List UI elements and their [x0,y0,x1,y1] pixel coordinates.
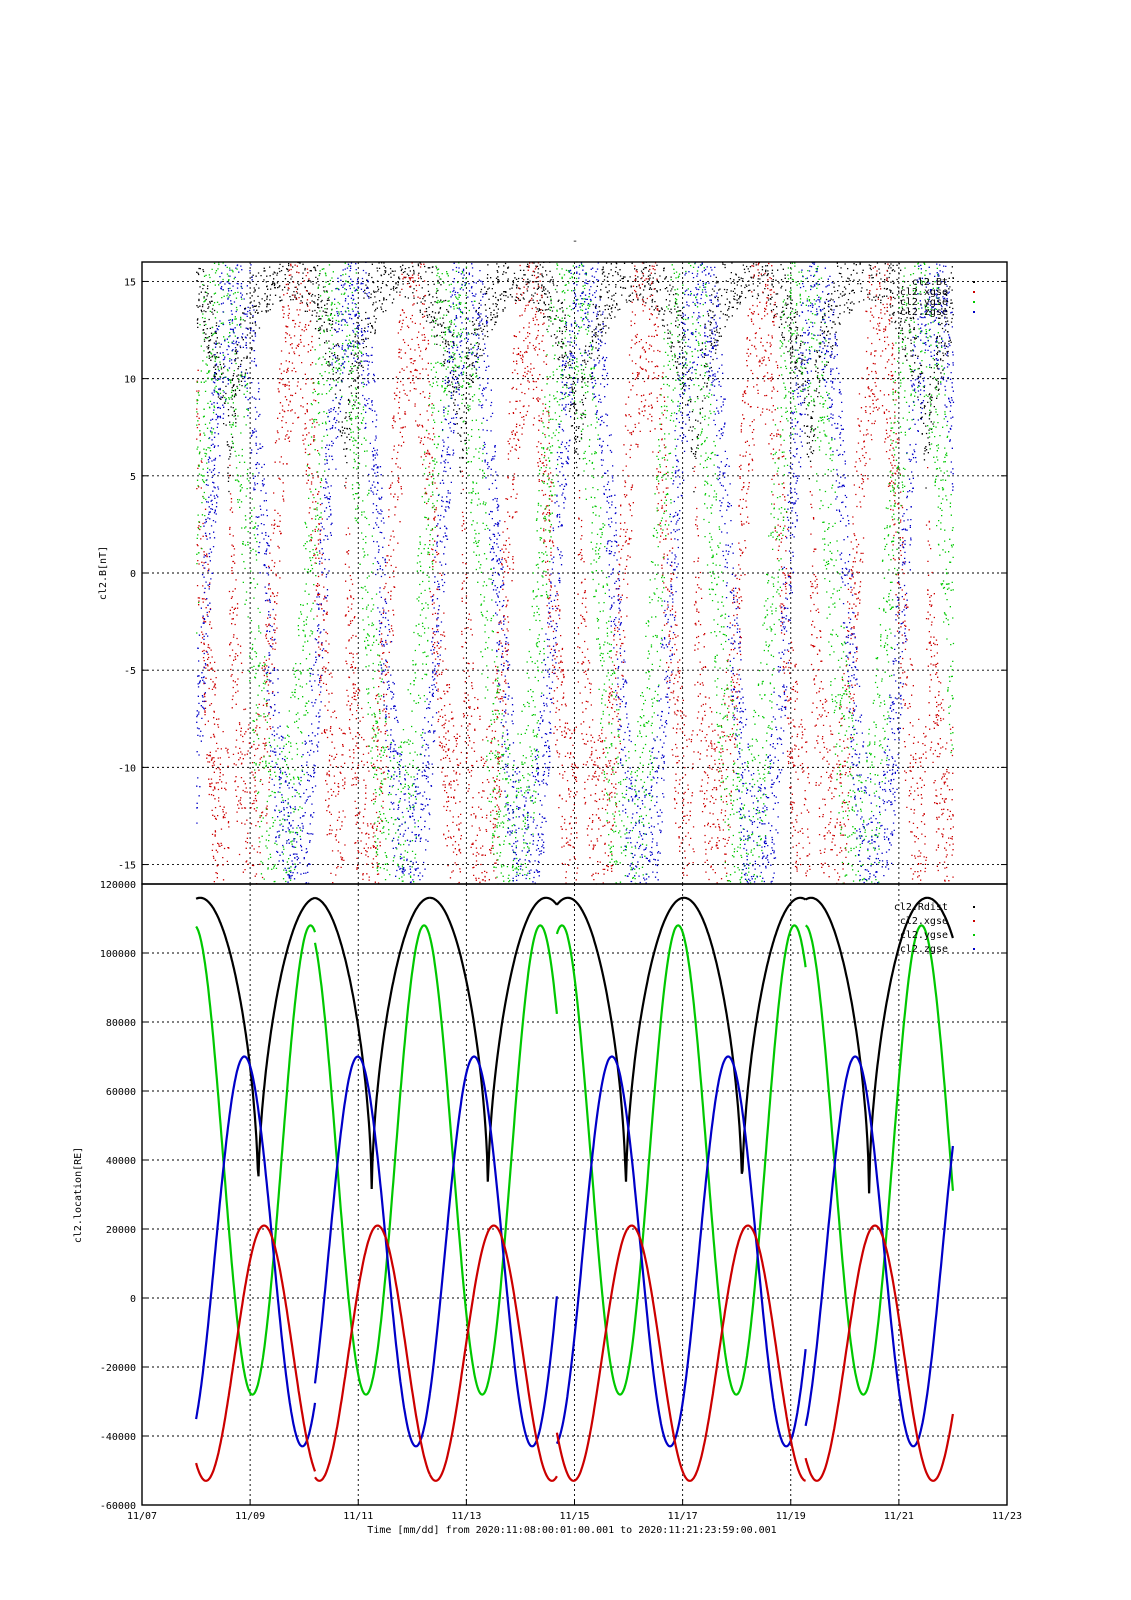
bottom-y-tick-label: -60000 [100,1501,136,1512]
bottom-y-ticks: 120000 100000 80000 60000 40000 20000 0 -20000 -… [100,880,1007,1512]
bottom-legend-marker [973,948,975,950]
top-legend-marker [973,281,975,283]
top-y-tick-label: 5 [130,472,136,483]
top-y-tick-label: 10 [124,375,136,386]
top-legend-label: cl2.zgse [900,307,948,318]
top-y-tick-label: -10 [118,763,136,774]
line-blue [428,1055,558,1448]
line-green [805,924,954,1396]
bottom-y-tick-label: 20000 [106,1225,136,1236]
line-black [314,896,430,1190]
line-red [555,1224,686,1482]
top-grid [142,262,1007,884]
scatter-green [196,261,955,885]
top-legend-marker [973,311,975,313]
line-blue [313,1055,431,1448]
line-black [804,896,954,1194]
bottom-y-tick-label: -40000 [100,1432,136,1443]
bottom-lines [195,896,954,1482]
x-tick-label: 11/19 [776,1511,806,1522]
line-blue [195,1055,317,1448]
x-ticks: 11/07 11/09 11/11 11/13 11/15 11/17 11/19 11/21… [127,1499,1022,1522]
x-tick-label: 11/17 [668,1511,698,1522]
line-red [314,1224,431,1482]
x-tick-label: 11/23 [992,1511,1022,1522]
line-black [556,896,684,1182]
bottom-y-tick-label: 60000 [106,1087,136,1098]
top-legend-label: cl2.xgse [900,287,948,298]
bottom-y-tick-label: 80000 [106,1018,136,1029]
line-green [195,924,317,1396]
bottom-legend-marker [973,934,975,936]
line-red [683,1224,806,1482]
line-red [804,1224,954,1482]
top-scatter [196,261,955,885]
line-red [195,1224,317,1482]
bottom-legend: cl2.Rdist cl2.xgse cl2.ygse cl2.zgse [894,902,975,955]
line-black [429,896,558,1182]
scatter-red [196,261,954,885]
line-red [428,1224,558,1482]
x-tick-label: 11/15 [559,1511,589,1522]
panel-location: 120000 100000 80000 60000 40000 20000 0 -20000 -… [73,880,1008,1512]
bottom-y-axis-label: cl2.location[RE] [73,1147,84,1243]
x-axis-label: Time [mm/dd] from 2020:11:08:00:01:00.00… [367,1525,776,1536]
bottom-legend-label: cl2.ygse [900,930,948,941]
top-y-tick-label: 0 [130,569,136,580]
line-black [195,896,316,1177]
x-tick-label: 11/11 [343,1511,373,1522]
line-green [682,924,807,1396]
bottom-legend-marker [973,920,975,922]
x-tick-label: 11/09 [235,1511,265,1522]
x-tick-label: 11/07 [127,1511,157,1522]
top-legend-marker [973,301,975,303]
top-y-axis-label: cl2.B[nT] [98,546,109,600]
top-legend-label: cl2.ygse [900,297,948,308]
scatter-blue [196,261,955,885]
bottom-y-tick-label: 40000 [106,1156,136,1167]
bottom-legend-marker [973,906,975,908]
line-blue [555,1055,686,1448]
figure-top-mark: - [572,236,578,247]
scatter-black [196,261,954,495]
top-y-tick-label: -5 [124,666,136,677]
bottom-legend-label: cl2.zgse [900,944,948,955]
top-y-tick-label: -15 [118,861,136,872]
x-tick-label: 11/13 [451,1511,481,1522]
top-legend-label: cl2.Bt [912,277,948,288]
line-blue [804,1055,954,1448]
line-green [428,924,558,1396]
line-green [555,924,686,1396]
line-blue [682,1055,807,1448]
bottom-legend-label: cl2.xgse [900,916,948,927]
top-y-tick-label: 15 [124,277,136,288]
top-y-ticks: 15 10 5 0 -5 -10 -15 [118,277,1007,872]
x-tick-label: 11/21 [884,1511,914,1522]
bottom-y-tick-label: 120000 [100,880,136,891]
bottom-y-tick-label: -20000 [100,1363,136,1374]
line-green [313,924,431,1396]
top-legend-marker [973,291,975,293]
bottom-legend-label: cl2.Rdist [894,902,948,913]
bottom-y-tick-label: 0 [130,1294,136,1305]
bottom-y-tick-label: 100000 [100,949,136,960]
